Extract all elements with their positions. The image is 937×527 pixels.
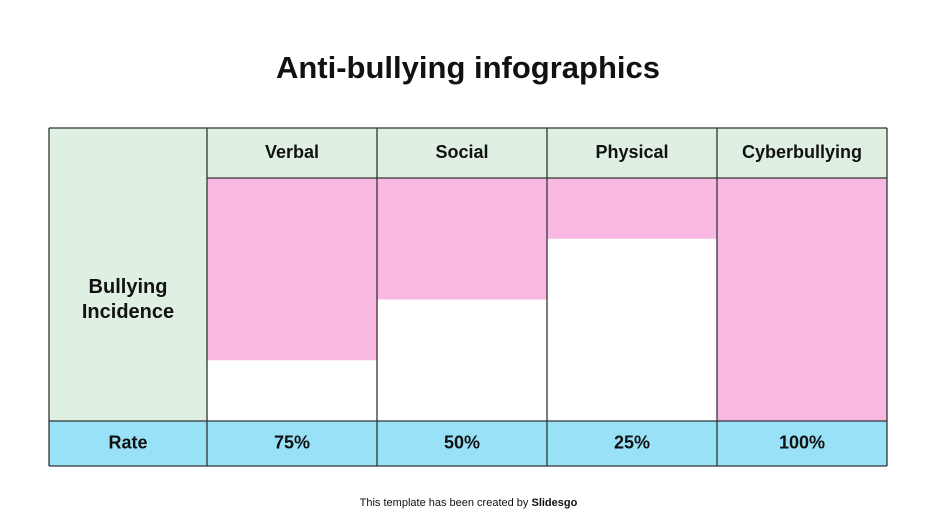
column-header: Social xyxy=(435,142,488,162)
column-header: Cyberbullying xyxy=(742,142,862,162)
rate-value: 100% xyxy=(779,432,825,452)
label-cell xyxy=(49,128,207,421)
bar xyxy=(547,178,717,239)
bar xyxy=(207,178,377,361)
footer-text: This template has been created by xyxy=(359,497,529,509)
footer-brand: Slidesgo xyxy=(531,497,578,509)
row-label: Bullying Incidence xyxy=(81,275,175,323)
footer: This template has been created by Slides… xyxy=(0,497,937,509)
rate-value: 75% xyxy=(274,432,310,452)
bar xyxy=(717,178,887,421)
rate-row xyxy=(49,421,887,466)
column-header: Physical xyxy=(595,142,668,162)
rate-value: 25% xyxy=(614,432,650,452)
bar xyxy=(377,178,547,300)
rate-label: Rate xyxy=(108,432,147,452)
column-header: Verbal xyxy=(265,142,319,162)
title: Anti-bullying infographics xyxy=(276,50,660,85)
rate-value: 50% xyxy=(444,432,480,452)
